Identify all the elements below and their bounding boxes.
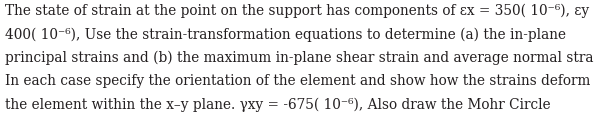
Text: 400( 10⁻⁶), Use the strain-transformation equations to determine (a) the in-plan: 400( 10⁻⁶), Use the strain-transformatio… — [5, 27, 565, 42]
Text: In each case specify the orientation of the element and show how the strains def: In each case specify the orientation of … — [5, 74, 590, 88]
Text: The state of strain at the point on the support has components of εx = 350( 10⁻⁶: The state of strain at the point on the … — [5, 4, 594, 18]
Text: the element within the x–y plane. γxy = -675( 10⁻⁶), Also draw the Mohr Circle: the element within the x–y plane. γxy = … — [5, 98, 551, 112]
Text: principal strains and (b) the maximum in-plane shear strain and average normal s: principal strains and (b) the maximum in… — [5, 51, 594, 65]
